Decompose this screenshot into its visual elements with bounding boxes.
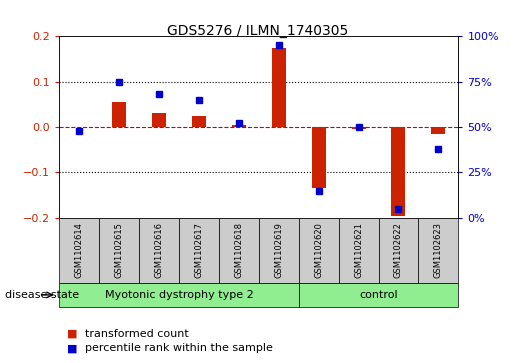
Bar: [391, 127, 405, 216]
Bar: [259, 218, 299, 283]
Bar: [312, 127, 325, 188]
Bar: [379, 218, 418, 283]
Bar: [232, 125, 246, 127]
Bar: [59, 218, 99, 283]
Text: control: control: [359, 290, 398, 300]
Text: GDS5276 / ILMN_1740305: GDS5276 / ILMN_1740305: [167, 24, 348, 38]
Bar: [432, 127, 445, 134]
Text: GSM1102621: GSM1102621: [354, 223, 363, 278]
Text: GSM1102618: GSM1102618: [234, 223, 243, 278]
Bar: [219, 218, 259, 283]
Bar: [152, 113, 166, 127]
Text: Myotonic dystrophy type 2: Myotonic dystrophy type 2: [105, 290, 253, 300]
Bar: [418, 218, 458, 283]
Text: GSM1102620: GSM1102620: [314, 223, 323, 278]
Bar: [112, 102, 126, 127]
Bar: [352, 127, 366, 129]
Text: GSM1102623: GSM1102623: [434, 223, 443, 278]
Bar: [99, 218, 139, 283]
Bar: [339, 218, 379, 283]
Text: GSM1102622: GSM1102622: [394, 223, 403, 278]
Bar: [299, 218, 339, 283]
Bar: [139, 218, 179, 283]
Text: percentile rank within the sample: percentile rank within the sample: [85, 343, 273, 354]
Text: GSM1102614: GSM1102614: [75, 223, 83, 278]
Bar: [179, 218, 219, 283]
Text: ■: ■: [67, 329, 77, 339]
Text: ■: ■: [67, 343, 77, 354]
Text: GSM1102615: GSM1102615: [115, 223, 124, 278]
Text: GSM1102617: GSM1102617: [195, 223, 203, 278]
Bar: [299, 283, 458, 307]
Bar: [59, 283, 299, 307]
Text: GSM1102619: GSM1102619: [274, 223, 283, 278]
Text: GSM1102616: GSM1102616: [154, 223, 163, 278]
Text: transformed count: transformed count: [85, 329, 188, 339]
Bar: [192, 116, 206, 127]
Text: disease state: disease state: [5, 290, 79, 300]
Bar: [272, 48, 286, 127]
